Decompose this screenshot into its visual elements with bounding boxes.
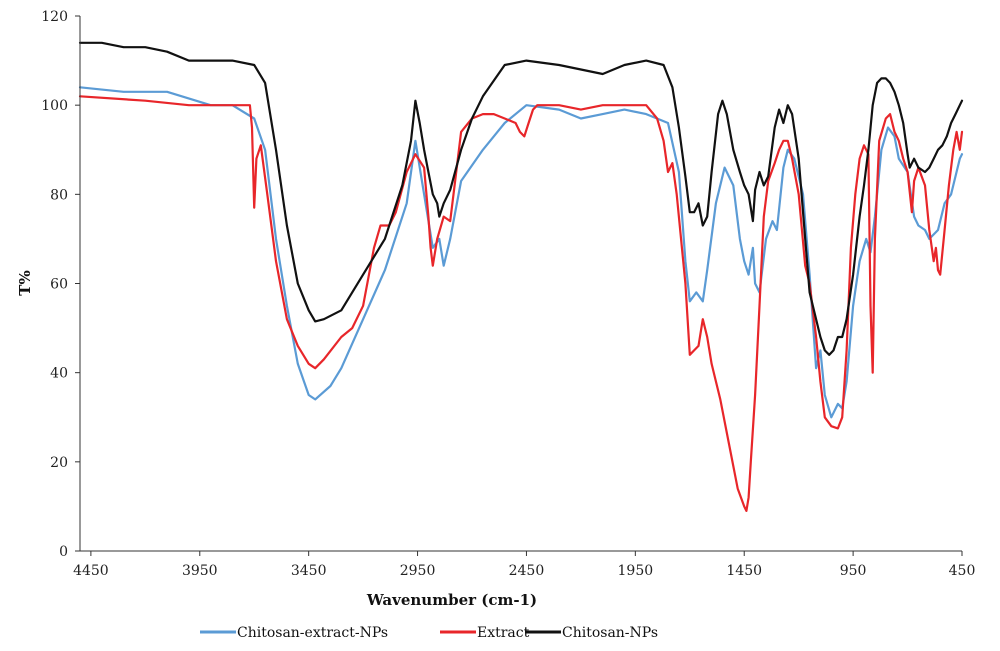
x-tick-label: 3450	[291, 563, 327, 579]
x-tick-label: 2950	[400, 563, 436, 579]
series-line-extract	[78, 95, 964, 512]
legend: Chitosan-extract-NPs Extract Chitosan-NPs	[200, 625, 658, 641]
y-tick-label: 40	[50, 366, 68, 382]
x-tick-label: 450	[949, 563, 976, 579]
series-line-chitosan-extract-nps	[78, 86, 964, 419]
legend-label: Extract	[477, 625, 530, 641]
x-tick-label: 950	[840, 563, 867, 579]
x-axis-ticks: 4450 3950 3450 2950 2450 1950 1450 950 450	[73, 551, 975, 579]
plot-area	[78, 41, 964, 512]
x-tick-label: 2450	[509, 563, 545, 579]
x-axis-title: Wavenumber (cm-1)	[366, 591, 537, 609]
x-tick-label: 4450	[73, 563, 109, 579]
x-tick-label: 3950	[182, 563, 218, 579]
y-axis-ticks: 0 20 40 60 80 100 120	[41, 9, 80, 560]
x-tick-label: 1950	[618, 563, 654, 579]
y-tick-label: 60	[50, 277, 68, 293]
y-tick-label: 20	[50, 455, 68, 471]
y-tick-label: 80	[50, 187, 68, 203]
axes	[79, 16, 962, 552]
y-tick-label: 100	[41, 98, 68, 114]
y-tick-label: 120	[41, 9, 68, 25]
y-axis-title: T%	[16, 270, 34, 295]
series-line-chitosan-nps	[78, 41, 964, 356]
x-tick-label: 1450	[726, 563, 762, 579]
legend-label: Chitosan-NPs	[562, 625, 658, 641]
y-tick-label: 0	[59, 544, 68, 560]
legend-label: Chitosan-extract-NPs	[237, 625, 388, 641]
